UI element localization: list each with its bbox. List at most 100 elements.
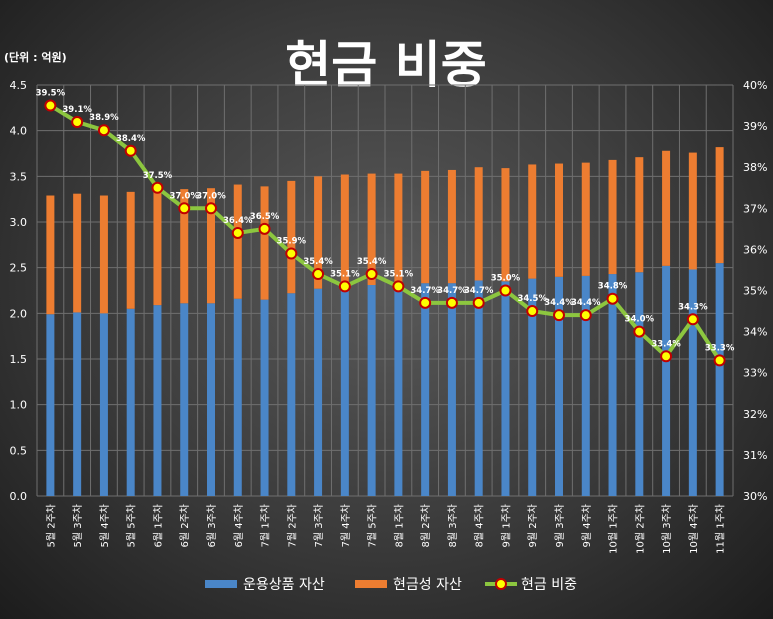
data-label: 34.4% xyxy=(571,298,601,308)
x-tick-label: 10월 2주차 xyxy=(634,504,646,554)
data-label: 35.4% xyxy=(303,257,333,267)
unit-label: (단위 : 억원) xyxy=(4,50,67,64)
gridlines xyxy=(36,84,734,497)
bar-현금성-자산 xyxy=(421,170,430,284)
bar-운용상품-자산 xyxy=(314,288,323,496)
bar-현금성-자산 xyxy=(260,186,269,300)
y-left-tick-label: 4.5 xyxy=(10,79,28,92)
legend-swatch xyxy=(205,580,237,588)
bar-현금성-자산 xyxy=(662,150,671,266)
x-tick-label: 8월 3주차 xyxy=(447,504,459,548)
x-tick-label: 10월 4주차 xyxy=(688,504,700,554)
line-point xyxy=(419,296,432,309)
chart-title: 현금 비중 xyxy=(285,36,486,94)
bar-운용상품-자산 xyxy=(260,299,269,496)
line-point xyxy=(686,313,699,326)
bar-운용상품-자산 xyxy=(340,287,349,496)
bar-현금성-자산 xyxy=(528,164,537,279)
y-left-tick-label: 1.5 xyxy=(10,353,28,366)
data-label: 37.0% xyxy=(196,191,226,201)
line-point xyxy=(71,115,84,128)
bar-현금성-자산 xyxy=(367,173,376,286)
bar-운용상품-자산 xyxy=(367,285,376,496)
axes-group: 0.0 0.5 1.0 1.5 2.0 2.5 3.0 3.5 4.0 4.5 30% 31% 32% 3… xyxy=(10,79,768,554)
x-tick-label: 7월 3주차 xyxy=(313,504,325,548)
line-point xyxy=(579,309,592,322)
x-tick-label: 9월 3주차 xyxy=(554,504,566,548)
bar-현금성-자산 xyxy=(46,195,55,315)
y-right-tick-label: 34% xyxy=(743,326,767,339)
y-right-tick-label: 32% xyxy=(743,408,767,421)
bar-현금성-자산 xyxy=(126,191,135,309)
bar-현금성-자산 xyxy=(608,159,617,275)
y-left-tick-label: 1.0 xyxy=(10,399,28,412)
bar-현금성-자산 xyxy=(99,195,108,314)
bar-운용상품-자산 xyxy=(180,303,189,496)
data-label: 34.4% xyxy=(544,298,574,308)
x-tick-label: 6월 3주차 xyxy=(206,504,218,548)
x-tick-label: 9월 2주차 xyxy=(527,504,539,548)
data-label: 34.7% xyxy=(410,286,440,296)
bar-운용상품-자산 xyxy=(501,281,510,496)
bar-현금성-자산 xyxy=(180,189,189,304)
x-tick-label: 6월 4주차 xyxy=(233,504,245,548)
data-label: 36.4% xyxy=(223,216,253,226)
bar-운용상품-자산 xyxy=(581,275,590,496)
bar-운용상품-자산 xyxy=(287,293,296,496)
y-left-tick-label: 3.0 xyxy=(10,216,28,229)
x-tick-label: 8월 4주차 xyxy=(474,504,486,548)
line-point xyxy=(633,325,646,338)
line-point xyxy=(553,309,565,322)
data-label: 37.5% xyxy=(143,171,173,181)
bar-현금성-자산 xyxy=(581,162,590,276)
legend-swatch xyxy=(355,580,387,588)
x-tick-label: 8월 2주차 xyxy=(420,504,432,548)
x-tick-label: 11월 1주차 xyxy=(715,504,727,554)
bar-운용상품-자산 xyxy=(528,278,537,496)
bar-운용상품-자산 xyxy=(126,308,135,496)
bar-현금성-자산 xyxy=(314,176,323,289)
line-point xyxy=(231,226,244,239)
data-label: 35.1% xyxy=(384,269,414,279)
data-label: 33.4% xyxy=(651,339,681,349)
line-point xyxy=(258,222,271,235)
x-tick-label: 10월 3주차 xyxy=(661,504,673,554)
bar-현금성-자산 xyxy=(715,147,724,264)
x-tick-label: 6월 1주차 xyxy=(152,504,164,548)
line-point xyxy=(151,181,164,194)
bar-운용상품-자산 xyxy=(715,263,724,496)
bar-현금성-자산 xyxy=(153,186,162,306)
bar-운용상품-자산 xyxy=(555,276,563,496)
bar-운용상품-자산 xyxy=(73,312,82,496)
data-label: 37.0% xyxy=(169,191,199,201)
line-point xyxy=(445,296,458,309)
bar-운용상품-자산 xyxy=(99,313,108,496)
bar-현금성-자산 xyxy=(555,163,563,277)
x-tick-label: 7월 5주차 xyxy=(367,504,379,548)
bar-운용상품-자산 xyxy=(447,283,456,496)
bars-group xyxy=(46,147,724,496)
x-tick-label: 5월 4주차 xyxy=(99,504,111,548)
bar-현금성-자산 xyxy=(73,193,82,313)
bar-현금성-자산 xyxy=(635,157,644,273)
data-label: 35.9% xyxy=(277,237,307,247)
x-tick-label: 10월 1주차 xyxy=(608,504,620,554)
line-point xyxy=(606,292,619,305)
x-tick-label: 7월 4주차 xyxy=(340,504,352,548)
line-point xyxy=(392,280,405,293)
bar-운용상품-자산 xyxy=(233,298,242,496)
bar-운용상품-자산 xyxy=(608,274,617,496)
bar-운용상품-자산 xyxy=(474,280,483,496)
data-label: 35.1% xyxy=(330,269,360,279)
bar-현금성-자산 xyxy=(233,184,242,299)
line-point xyxy=(285,247,298,260)
bar-운용상품-자산 xyxy=(421,283,430,496)
bar-운용상품-자산 xyxy=(207,303,215,496)
data-label: 35.4% xyxy=(357,257,387,267)
data-label: 38.4% xyxy=(116,134,146,144)
bar-운용상품-자산 xyxy=(662,265,671,496)
x-tick-label: 5월 3주차 xyxy=(72,504,84,548)
bar-운용상품-자산 xyxy=(46,314,55,496)
